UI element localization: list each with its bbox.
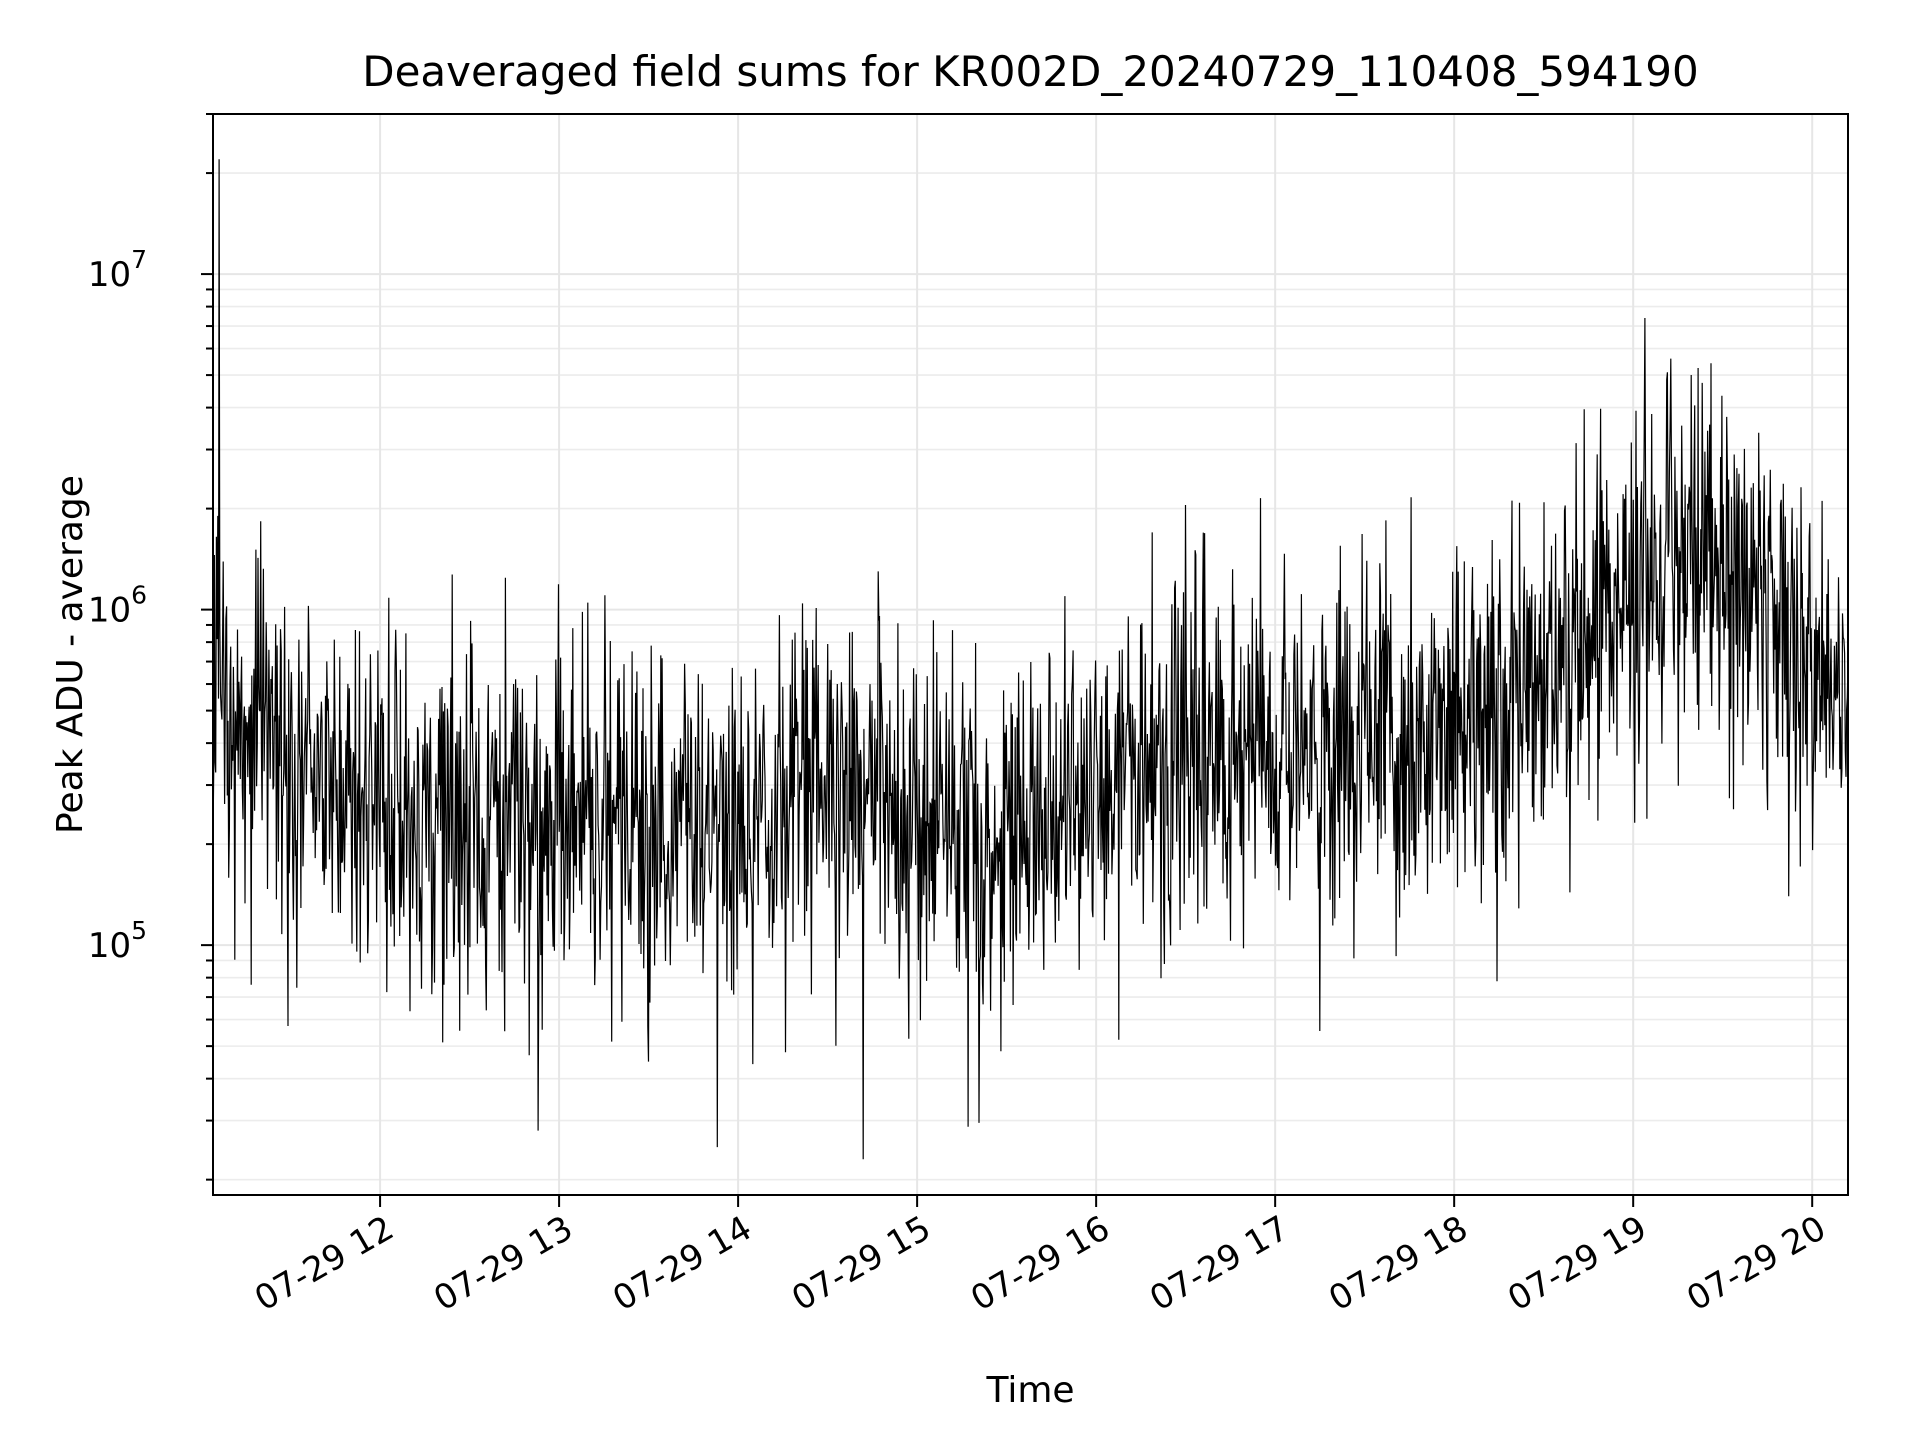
y-tick-label: 106 — [88, 581, 147, 631]
series-line — [212, 159, 1849, 1160]
y-tick-label: 105 — [88, 916, 147, 966]
series-peak-adu — [212, 159, 1849, 1160]
y-axis-label: Peak ADU - average — [50, 475, 91, 834]
x-axis-label: Time — [985, 1370, 1074, 1411]
chart-title: Deaveraged field sums for KR002D_2024072… — [362, 47, 1699, 96]
y-tick-label: 107 — [88, 245, 147, 295]
plot-frame — [212, 113, 1849, 1196]
